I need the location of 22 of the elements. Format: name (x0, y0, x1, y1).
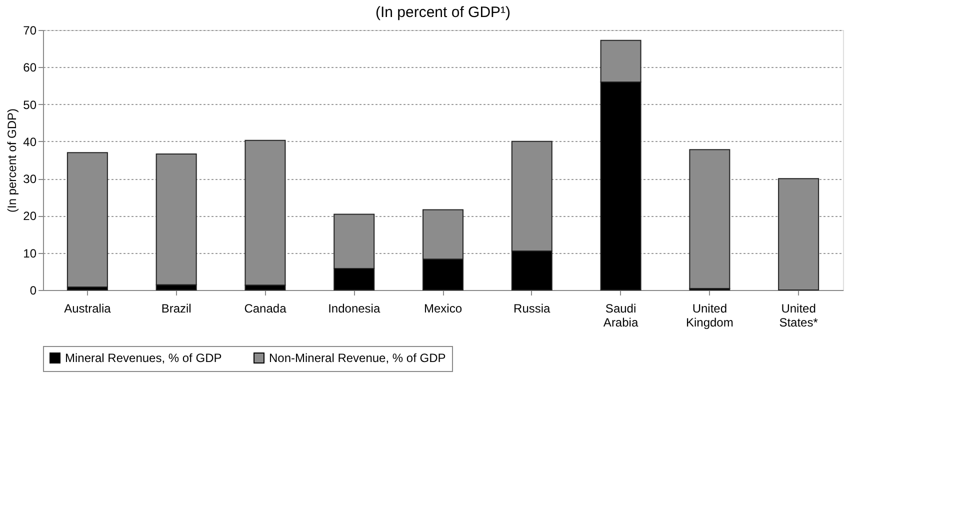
y-tick-label: 20 (23, 209, 37, 224)
x-tick-label: Russia (514, 302, 551, 316)
y-tick-label: 30 (23, 172, 37, 186)
y-tick-label: 40 (23, 134, 37, 149)
y-tick-label: 10 (23, 246, 37, 260)
x-tick-label: Canada (244, 302, 287, 316)
x-tick-label: United Kingdom (686, 302, 734, 330)
legend-label: Non-Mineral Revenue, % of GDP (269, 351, 446, 365)
chart-title: (In percent of GDP¹) (375, 4, 511, 21)
y-tick-label: 60 (23, 60, 37, 75)
x-tick-label: Saudi Arabia (603, 302, 638, 330)
y-tick-label: 0 (30, 284, 37, 298)
y-tick-label: 50 (23, 98, 37, 112)
y-axis-title: (In percent of GDP) (5, 108, 20, 213)
bar (66, 152, 108, 288)
x-tick-label: United States* (779, 302, 818, 330)
legend-label: Mineral Revenues, % of GDP (65, 351, 222, 365)
y-tick-label: 70 (23, 24, 37, 38)
x-tick-label: Mexico (424, 302, 462, 316)
x-tick-label: Australia (64, 302, 112, 316)
x-tick-label: Brazil (161, 302, 192, 316)
x-tick-label: Indonesia (328, 302, 380, 316)
